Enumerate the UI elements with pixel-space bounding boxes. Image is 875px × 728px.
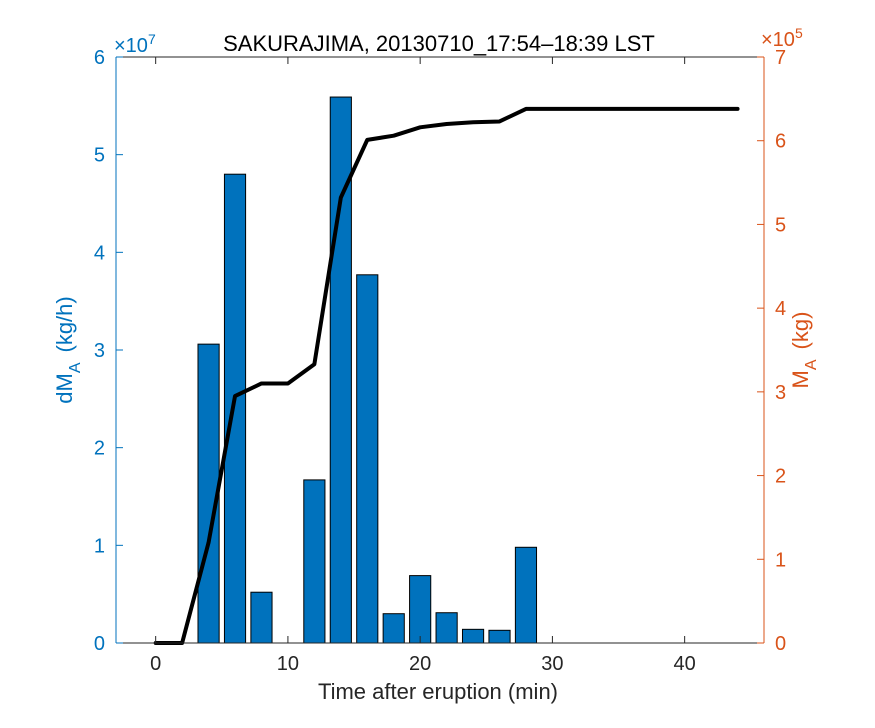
left-y-tick-label: 6	[94, 47, 105, 69]
right-y-axis-label-sub: A	[803, 359, 820, 370]
left-y-axis-label-unit: (kg/h)	[52, 296, 77, 352]
x-tick-label: 10	[277, 653, 299, 675]
right-y-tick-label: 3	[775, 382, 786, 404]
right-y-tick-label: 5	[775, 214, 786, 236]
right-y-tick-label: 1	[775, 549, 786, 571]
right-y-axis-label-main: M	[788, 370, 813, 388]
x-tick-label: 20	[409, 653, 431, 675]
right-y-tick-label: 6	[775, 131, 786, 153]
right-y-tick-label: 2	[775, 466, 786, 488]
bar	[357, 275, 378, 643]
left-y-axis-label-main: dM	[52, 373, 77, 404]
left-y-tick-label: 1	[94, 535, 105, 557]
bar	[383, 614, 404, 643]
right-exponent-base: ×10	[761, 29, 795, 51]
left-exponent-base: ×10	[114, 35, 148, 57]
bar	[436, 613, 457, 643]
right-y-axis-label-unit: (kg)	[788, 312, 813, 350]
bar	[304, 480, 325, 643]
right-y-tick-label: 0	[775, 633, 786, 655]
left-exponent-power: 7	[148, 31, 156, 47]
left-y-axis-label-sub: A	[67, 362, 84, 373]
bar	[251, 592, 272, 643]
right-exponent-power: 5	[795, 25, 803, 41]
left-y-tick-label: 2	[94, 438, 105, 460]
x-axis-label: Time after eruption (min)	[318, 679, 558, 704]
bar	[489, 630, 510, 643]
left-y-tick-label: 4	[94, 242, 105, 264]
x-tick-label: 30	[541, 653, 563, 675]
bar	[224, 174, 245, 643]
chart-title: SAKURAJIMA, 20130710_17:54–18:39 LST	[223, 31, 655, 56]
x-tick-label: 40	[674, 653, 696, 675]
bar	[462, 629, 483, 643]
bar	[410, 576, 431, 643]
right-y-tick-label: 4	[775, 298, 786, 320]
left-y-tick-label: 0	[94, 633, 105, 655]
left-y-tick-label: 3	[94, 340, 105, 362]
left-y-tick-label: 5	[94, 145, 105, 167]
bar	[515, 547, 536, 643]
x-tick-label: 0	[150, 653, 161, 675]
